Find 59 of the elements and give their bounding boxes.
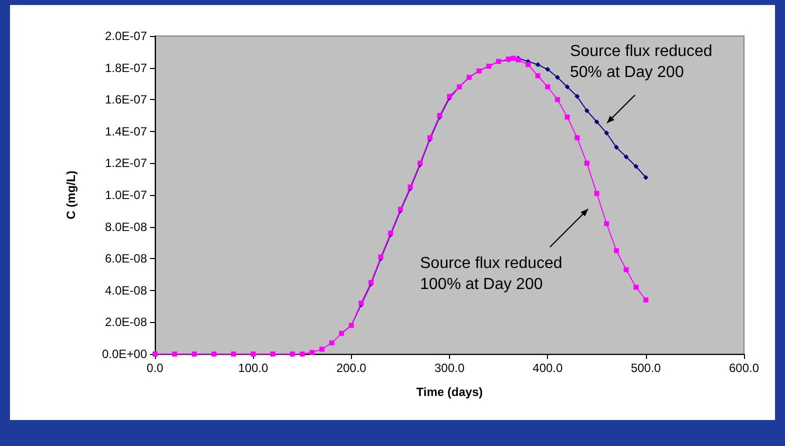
point (634, 164, 639, 169)
point (270, 352, 276, 356)
point (535, 62, 540, 68)
x-tick-label: 500.0 (630, 361, 662, 375)
y-tick-label: 1.6E-07 (104, 92, 148, 107)
y-axis-title: C (mg/L) (64, 170, 78, 220)
point (643, 297, 648, 302)
x-tick-label: 0.0 (146, 361, 164, 375)
point (584, 108, 590, 114)
point (564, 114, 570, 120)
y-tick-label: 2.0E-08 (104, 315, 148, 330)
point (614, 144, 619, 150)
y-tick-label: 1.0E-07 (104, 188, 148, 202)
point (250, 352, 256, 356)
point (604, 221, 610, 226)
x-tick-label: 200.0 (336, 361, 367, 375)
point (604, 130, 610, 136)
y-tick-label: 1.4E-07 (104, 124, 148, 138)
point (554, 97, 560, 102)
point (564, 84, 570, 90)
point (172, 352, 178, 356)
point (643, 175, 648, 180)
y-tick-label: 4.0E-08 (104, 283, 148, 298)
point (624, 267, 629, 272)
y-tick-label: 0.0E+00 (102, 347, 148, 361)
y-tick-label: 8.0E-08 (104, 220, 148, 234)
point (310, 350, 315, 355)
x-tick-label: 600.0 (728, 361, 760, 375)
point (231, 352, 236, 356)
x-tick-label: 100.0 (238, 361, 269, 375)
point (574, 135, 580, 140)
y-tick-label: 1.8E-07 (104, 60, 148, 75)
y-tick-label: 6.0E-08 (104, 252, 148, 266)
y-tick-label: 2.0E-07 (104, 29, 148, 43)
point (574, 94, 580, 99)
point (614, 248, 619, 254)
point (152, 352, 158, 356)
point (290, 352, 295, 356)
point (545, 66, 550, 72)
annotation: Source flux reduced 50% at Day 200 (570, 43, 712, 81)
point (526, 62, 531, 68)
point (319, 346, 324, 352)
x-tick-label: 300.0 (434, 361, 465, 375)
point (211, 352, 216, 356)
point (584, 160, 590, 166)
x-axis-title: Time (days) (416, 385, 483, 399)
point (545, 84, 550, 90)
point (192, 352, 197, 356)
point (594, 119, 600, 124)
x-tick-label: 400.0 (532, 361, 564, 375)
y-tick-label: 1.2E-07 (104, 156, 148, 170)
point (554, 74, 560, 80)
point (634, 284, 639, 290)
point (535, 73, 540, 78)
point (624, 154, 629, 160)
point (329, 340, 334, 346)
annotation: Source flux reduced 100% at Day 200 (420, 255, 562, 293)
point (300, 352, 305, 356)
point (594, 190, 600, 196)
